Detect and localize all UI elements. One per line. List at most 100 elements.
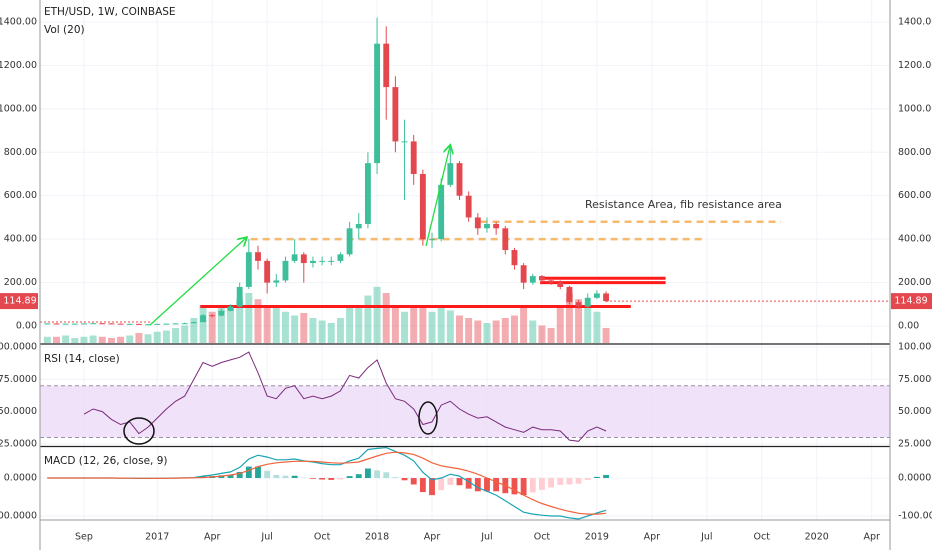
volume-bar	[172, 328, 180, 343]
volume-bar	[245, 293, 253, 343]
candle-body	[401, 141, 408, 143]
volume-bar	[410, 308, 418, 343]
candle-body	[273, 280, 280, 283]
signal-line	[47, 451, 607, 515]
candle-body	[429, 239, 435, 241]
candle-body	[575, 302, 582, 307]
candle-body	[529, 276, 536, 283]
histogram-bar	[484, 478, 490, 492]
axes: Sep 2017 Apr Jul Oct 2018 Apr Jul Oct 2019 Apr Jul O…	[0, 16, 932, 543]
y-tick-label: -100.0000	[0, 511, 37, 522]
histogram-bar	[539, 478, 545, 490]
y-tick-label: 1400.00	[0, 16, 37, 27]
candle-body	[355, 223, 362, 229]
candle-body	[328, 260, 335, 262]
x-tick-label: Apr	[644, 532, 661, 543]
y-tick-label: 600.00	[898, 190, 931, 201]
rsi-pane	[40, 351, 890, 442]
x-tick-label: Sep	[75, 532, 93, 543]
histogram-bar	[520, 478, 527, 496]
y-tick-label: 1000.00	[0, 103, 37, 114]
candle-body	[62, 323, 69, 325]
rsi-line	[83, 351, 607, 442]
y-tick-label: 100.0000	[0, 341, 37, 352]
candle-body	[282, 260, 289, 281]
x-tick-label: Oct	[754, 532, 771, 543]
histogram-bar	[456, 478, 463, 486]
y-tick-label: 0.00	[16, 321, 37, 332]
candle-body	[310, 260, 316, 264]
candle-body	[603, 293, 609, 302]
histogram-bar	[291, 475, 298, 479]
histogram-bar	[392, 477, 399, 479]
volume-bar	[446, 310, 454, 343]
volume-bar	[291, 315, 299, 343]
volume-bar	[162, 330, 170, 343]
volume-bar	[355, 305, 363, 343]
volume-bar	[510, 315, 518, 343]
y-tick-label: 0.00	[898, 321, 919, 332]
volume-bar	[538, 325, 546, 343]
candle-body	[584, 297, 591, 307]
volume-bar	[71, 338, 79, 343]
y-tick-label: 200.00	[898, 277, 931, 288]
candle-body	[383, 43, 390, 88]
volume-bar	[309, 318, 317, 343]
price-label: 114.89	[3, 296, 36, 307]
volume-bar	[456, 315, 463, 343]
volume-bar	[401, 311, 409, 343]
y-tick-label: 200.00	[4, 277, 37, 288]
candle-body	[566, 286, 573, 303]
candle-body	[218, 310, 225, 316]
price-label-box	[0, 293, 38, 310]
candle-body	[44, 323, 51, 325]
candle-body	[245, 252, 252, 287]
candle-body	[364, 163, 371, 224]
candle-body	[227, 306, 234, 311]
histogram-bar	[593, 476, 600, 479]
grid	[40, 0, 890, 520]
histogram-bar	[310, 478, 316, 479]
x-tick-label: Oct	[314, 532, 331, 543]
candle-body	[319, 260, 326, 262]
y-tick-label: 1000.00	[898, 103, 932, 114]
price-pane	[43, 17, 890, 343]
histogram-bar	[493, 478, 500, 492]
histogram-bar	[255, 466, 261, 479]
candle-body	[145, 324, 152, 326]
candle-body	[484, 223, 490, 229]
histogram-bar	[438, 478, 445, 491]
volume-bar	[227, 305, 234, 343]
histogram-bar	[401, 478, 408, 481]
x-tick-label: Jul	[700, 532, 712, 543]
price-label-box	[891, 293, 932, 310]
candle-body	[548, 280, 555, 283]
candle-body	[190, 322, 197, 324]
y-tick-label: 1400.00	[898, 16, 932, 27]
candle-body	[456, 163, 463, 196]
y-tick-label: 400.00	[898, 234, 931, 245]
volume-bar	[236, 299, 244, 343]
volume-bar	[465, 318, 473, 343]
volume-bar	[107, 338, 115, 343]
y-tick-label: 100.0000	[898, 341, 932, 352]
volume-label: Vol (20)	[44, 24, 85, 36]
y-tick-label: 0.0000	[4, 473, 37, 484]
volume-bar	[437, 308, 445, 343]
volume-bar	[547, 328, 555, 343]
volume-bar	[382, 293, 390, 343]
volume-bar	[492, 320, 500, 343]
candle-body	[410, 141, 417, 174]
candle-body	[419, 173, 426, 240]
histogram-bar	[529, 478, 536, 493]
volume-bar	[144, 334, 152, 343]
volume-bar	[529, 320, 537, 343]
volume-bar	[584, 305, 592, 343]
x-tick-label: 2018	[365, 532, 389, 543]
y-tick-label: 0.0000	[898, 473, 931, 484]
candle-body	[117, 323, 124, 325]
volume-bar	[53, 336, 60, 343]
y-tick-label: 800.00	[4, 147, 37, 158]
y-tick-label: 25.0000	[898, 438, 932, 449]
